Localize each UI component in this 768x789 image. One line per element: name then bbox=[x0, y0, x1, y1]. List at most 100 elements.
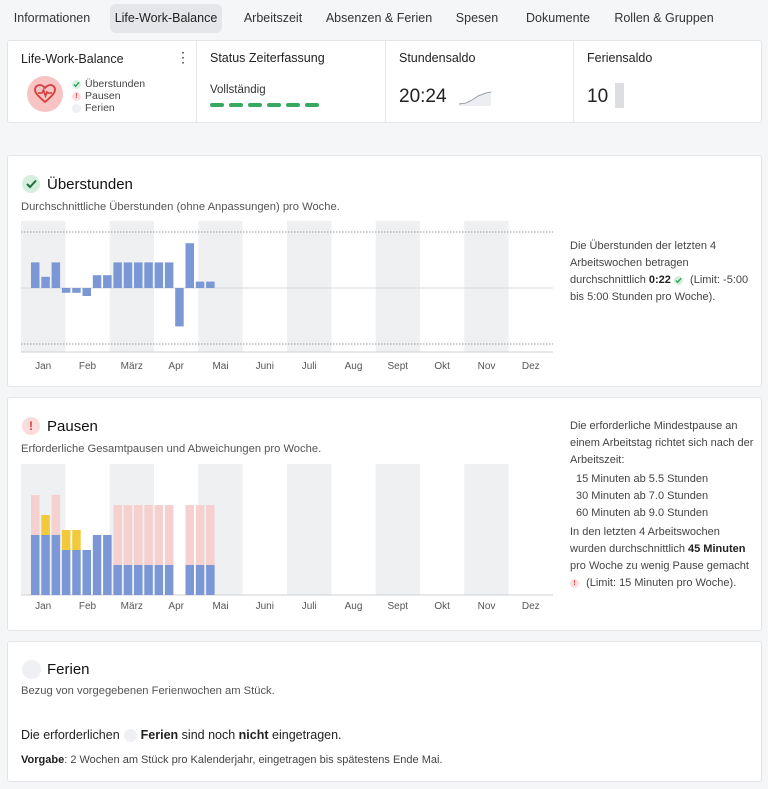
bar-base bbox=[185, 565, 194, 595]
x-tick-label: Juli bbox=[302, 361, 317, 372]
tab-rollen-gruppen[interactable]: Rollen & Gruppen bbox=[614, 11, 714, 25]
bar-yellow bbox=[72, 530, 81, 550]
ferien-text: Die erforderlichen bbox=[21, 728, 120, 742]
ferien-vorgabe: Vorgabe: 2 Wochen am Stück pro Kalenderj… bbox=[21, 754, 443, 766]
x-tick-label: Nov bbox=[478, 601, 496, 612]
ueberstunden-chart: Jan Feb März Apr Mai Juni Juli Aug Sept Okt Nov Dez bbox=[21, 221, 553, 372]
ueberstunden-title: Überstunden bbox=[47, 176, 133, 193]
stundensaldo-value: 20:24 bbox=[399, 86, 447, 107]
bar-base bbox=[61, 550, 71, 595]
bar-yellow bbox=[41, 515, 50, 535]
bar-base bbox=[206, 565, 215, 595]
pausen-chart: Jan Feb März Apr Mai Juni Juli Aug Sept Okt Nov Dez bbox=[21, 464, 553, 612]
heart-pulse-icon bbox=[27, 76, 63, 112]
check-icon bbox=[22, 175, 40, 193]
bar-base bbox=[144, 565, 153, 595]
legend-label: Pausen bbox=[85, 90, 121, 102]
x-tick-label: Mai bbox=[212, 361, 228, 372]
tab-life-work-balance[interactable]: Life-Work-Balance bbox=[110, 4, 222, 33]
x-tick-label: Okt bbox=[434, 601, 450, 612]
bar bbox=[61, 288, 71, 293]
check-icon bbox=[72, 79, 81, 89]
tab-dokumente[interactable]: Dokumente bbox=[526, 11, 590, 25]
bar-base bbox=[82, 550, 91, 595]
tab-absenzen-ferien[interactable]: Absenzen & Ferien bbox=[325, 11, 433, 25]
pausen-rules: 15 Minuten ab 5.5 Stunden 30 Minuten ab … bbox=[570, 471, 756, 522]
x-tick-label: Apr bbox=[168, 361, 184, 372]
feriensaldo-summary: Feriensaldo 10 bbox=[574, 41, 762, 122]
bar-base bbox=[51, 535, 61, 595]
check-icon bbox=[673, 275, 683, 285]
vorgabe-label: Vorgabe bbox=[21, 754, 65, 766]
bar-red bbox=[123, 505, 133, 565]
month-shade bbox=[198, 221, 243, 352]
x-tick-label: Juni bbox=[256, 361, 274, 372]
x-tick-label: Dez bbox=[522, 601, 540, 612]
bar-red bbox=[185, 505, 194, 565]
x-tick-label: Feb bbox=[79, 361, 97, 372]
empty-circle-icon bbox=[72, 103, 81, 113]
ferien-title: Ferien bbox=[47, 661, 90, 678]
bar bbox=[206, 281, 215, 288]
bar-red bbox=[154, 505, 164, 565]
status-summary: Status Zeiterfassung Vollständig bbox=[197, 41, 386, 122]
x-tick-label: Juli bbox=[302, 601, 317, 612]
bar bbox=[72, 288, 81, 293]
ferien-text: eingetragen. bbox=[272, 728, 342, 742]
vorgabe-text: : 2 Wochen am Stück pro Kalenderjahr, ei… bbox=[64, 754, 443, 766]
ueberstunden-side-text: Die Überstunden der letzten 4 Arbeitswoc… bbox=[570, 238, 756, 306]
bar-red bbox=[206, 505, 215, 565]
x-tick-label: Okt bbox=[434, 361, 450, 372]
legend-label: Überstunden bbox=[85, 78, 146, 90]
pausen-subtitle: Erforderliche Gesamtpausen und Abweichun… bbox=[21, 443, 322, 455]
bar bbox=[123, 262, 133, 288]
ueberstunden-subtitle: Durchschnittliche Überstunden (ohne Anpa… bbox=[21, 201, 340, 213]
month-shade bbox=[198, 464, 243, 595]
x-tick-label: Mai bbox=[212, 601, 228, 612]
x-tick-label: Aug bbox=[345, 361, 363, 372]
month-shade bbox=[464, 464, 509, 595]
x-tick-label: Jan bbox=[35, 601, 51, 612]
bar-base bbox=[41, 535, 50, 595]
tab-informationen[interactable]: Informationen bbox=[13, 11, 91, 25]
rule-item: 30 Minuten ab 7.0 Stunden bbox=[576, 490, 709, 502]
bar bbox=[134, 262, 143, 288]
bar-red bbox=[51, 495, 61, 535]
x-tick-label: Sept bbox=[388, 601, 409, 612]
rule-item: 60 Minuten ab 9.0 Stunden bbox=[576, 507, 709, 519]
side-text: In den letzten 4 Arbeitswochen wurden du… bbox=[570, 526, 720, 555]
bar-red bbox=[164, 505, 174, 565]
side-value: 0:22 bbox=[648, 274, 671, 286]
bar bbox=[92, 275, 102, 288]
x-tick-label: Aug bbox=[345, 601, 363, 612]
ferien-card: Ferien Bezug von vorgegebenen Ferienwoch… bbox=[7, 641, 762, 782]
stundensaldo-title: Stundensaldo bbox=[399, 51, 476, 65]
lwb-summary-title: Life-Work-Balance bbox=[21, 52, 124, 66]
tab-arbeitszeit[interactable]: Arbeitszeit bbox=[243, 11, 303, 25]
bar bbox=[103, 275, 112, 288]
bar bbox=[144, 262, 153, 288]
rule-item: 15 Minuten ab 5.5 Stunden bbox=[576, 473, 709, 485]
bar-yellow bbox=[61, 530, 71, 550]
status-value: Vollständig bbox=[210, 84, 266, 96]
ferien-text-bold: nicht bbox=[238, 728, 269, 742]
x-tick-label: Jan bbox=[35, 361, 51, 372]
bar-base bbox=[113, 565, 122, 595]
pausen-side-text: Die erforderliche Mindestpause an einem … bbox=[570, 418, 756, 592]
bar-base bbox=[154, 565, 164, 595]
tab-spesen[interactable]: Spesen bbox=[455, 11, 499, 25]
bar bbox=[164, 262, 174, 288]
bar bbox=[185, 243, 194, 288]
pausen-title: Pausen bbox=[47, 418, 98, 435]
bar-base bbox=[164, 565, 174, 595]
side-intro: Die erforderliche Mindestpause an einem … bbox=[570, 420, 754, 466]
side-text: Die Überstunden der letzten 4 Arbeitswoc… bbox=[570, 240, 717, 286]
x-tick-label: Dez bbox=[522, 361, 540, 372]
bar bbox=[154, 262, 164, 288]
month-shade bbox=[287, 221, 332, 352]
x-tick-label: Sept bbox=[388, 361, 409, 372]
x-tick-label: März bbox=[121, 601, 143, 612]
ferien-text-bold: Ferien bbox=[140, 728, 179, 742]
bar-red bbox=[144, 505, 153, 565]
more-menu-icon[interactable]: ⋮ bbox=[176, 49, 190, 65]
